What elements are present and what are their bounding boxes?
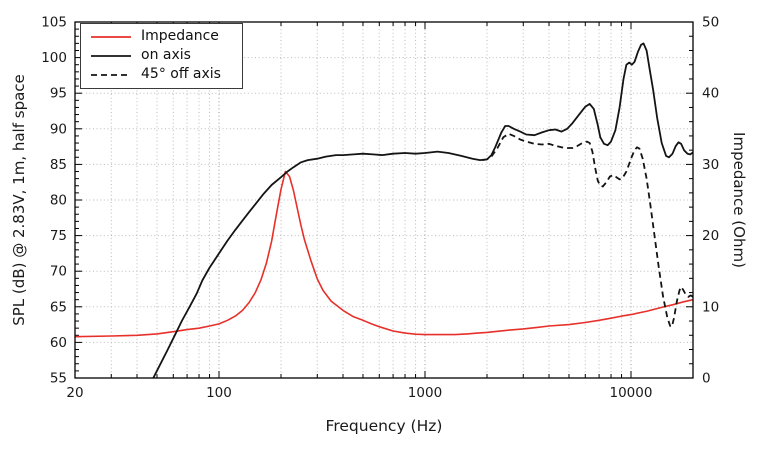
gridlines (75, 22, 693, 378)
tick-label: 20 (702, 228, 719, 244)
y-axis-left-label: SPL (dB) @ 2.83V, 1m, half space (10, 74, 28, 326)
tick-label: 100 (41, 50, 67, 66)
tick-label: 80 (50, 193, 67, 209)
tick-label: 75 (50, 228, 67, 244)
legend-item-impedance: Impedance (90, 27, 242, 46)
legend-label-45-off-axis: 45° off axis (141, 66, 221, 82)
tick-label: 50 (702, 15, 719, 31)
legend: Impedance on axis 45° off axis (80, 23, 243, 89)
legend-swatch-impedance-icon (91, 35, 131, 38)
tick-label: 60 (50, 335, 67, 351)
legend-label-on-axis: on axis (141, 47, 191, 63)
tick-label: 85 (50, 157, 67, 173)
curve-impedance (74, 170, 694, 338)
tick-label: 95 (50, 86, 67, 102)
tick-label: 1000 (408, 385, 442, 401)
tick-label: 100 (206, 385, 232, 401)
curve-45-off-axis (482, 132, 694, 328)
legend-swatch-45-off-axis-icon (91, 73, 131, 76)
tick-label: 10000 (610, 385, 653, 401)
tick-label: 70 (50, 264, 67, 280)
tick-label: 20 (66, 385, 83, 401)
curve-on-axis (152, 42, 694, 379)
y-axis-right-label: Impedance (Ohm) (730, 132, 748, 268)
plot-border (74, 21, 694, 379)
legend-item-45-off-axis: 45° off axis (90, 65, 242, 84)
tick-labels: 20 100 1000 1000055606570758085909510010501… (41, 15, 719, 402)
tick-label: 105 (41, 15, 67, 31)
legend-item-on-axis: on axis (90, 46, 242, 65)
legend-label-impedance: Impedance (141, 28, 219, 44)
legend-swatch-on-axis-icon (91, 54, 131, 57)
tick-label: 0 (702, 371, 711, 387)
tick-label: 10 (702, 299, 719, 315)
tick-label: 30 (702, 157, 719, 173)
tick-label: 55 (50, 371, 67, 387)
x-axis-label: Frequency (Hz) (325, 417, 443, 435)
tick-label: 65 (50, 299, 67, 315)
tick-label: 90 (50, 121, 67, 137)
tick-label: 40 (702, 86, 719, 102)
curves (74, 42, 694, 379)
